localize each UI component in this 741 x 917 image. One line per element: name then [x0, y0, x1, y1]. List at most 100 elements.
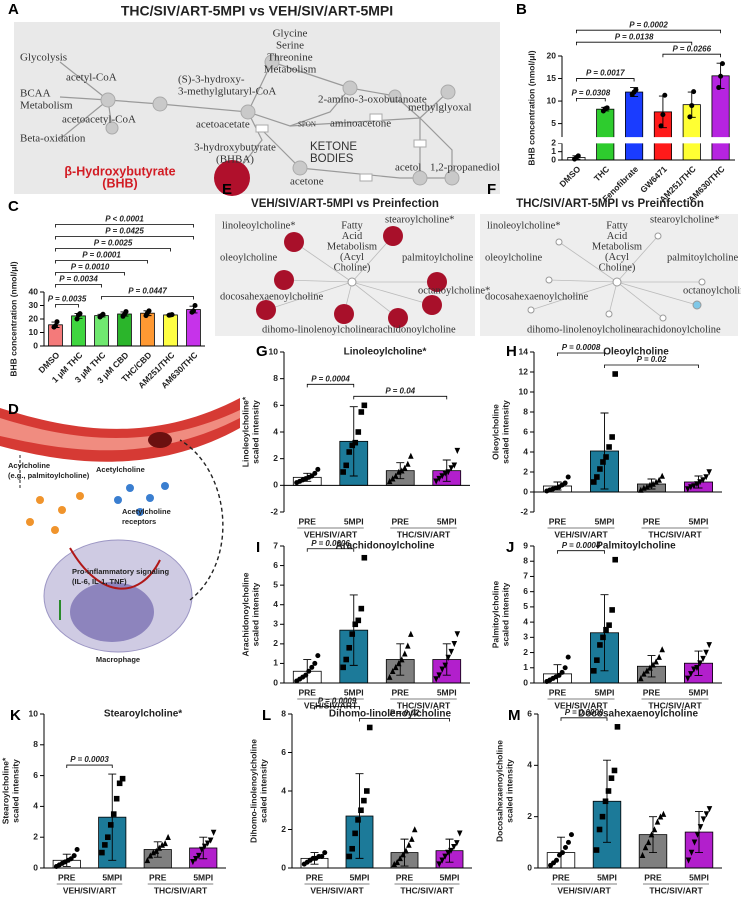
data-point: [361, 402, 368, 409]
data-point: [436, 475, 442, 482]
data-point: [650, 480, 656, 487]
chart-title: Oleoylcholine: [603, 347, 669, 358]
data-point: [687, 114, 693, 120]
node: [152, 96, 168, 112]
data-point: [448, 465, 455, 472]
edge: [351, 281, 433, 306]
data-point: [433, 676, 439, 683]
data-point: [196, 852, 202, 859]
x-tick-label: 5MPI: [350, 872, 370, 882]
edge: [265, 281, 353, 311]
data-point: [604, 105, 610, 111]
data-point: [436, 672, 442, 679]
significance-bracket: [576, 29, 721, 34]
data-point: [688, 484, 694, 491]
data-point: [346, 644, 353, 651]
y-tick-label: 10: [547, 95, 557, 105]
chart-title: Docosahexaenoylcholine: [578, 709, 698, 720]
data-point: [454, 447, 461, 454]
data-point: [718, 73, 724, 79]
x-tick-label: PRE: [299, 516, 317, 526]
dot: [161, 482, 169, 490]
y-axis-label: scaled intensity: [10, 759, 20, 823]
node: [388, 308, 408, 328]
group-label: VEH/SIV/ART: [304, 529, 358, 539]
node-label: Macrophage: [96, 655, 140, 664]
y-tick-label: 14: [519, 346, 529, 356]
p-value: P = 0.0002: [629, 20, 668, 29]
y-tick-label: 4: [273, 599, 278, 609]
chart-title: Arachidonoylcholine: [336, 541, 435, 552]
data-point: [593, 847, 600, 853]
data-point: [688, 849, 695, 856]
data-point: [609, 434, 615, 440]
p-value: P = 0.0138: [615, 32, 654, 41]
data-point: [445, 849, 451, 856]
node-label: octanoylcholine*: [683, 285, 741, 296]
bhb-node: [214, 160, 250, 196]
data-point: [596, 826, 603, 833]
node-label: Threonine: [267, 52, 312, 64]
data-point: [644, 483, 650, 490]
x-tick-label: PRE: [392, 687, 410, 697]
y-tick-label: 4: [523, 616, 528, 626]
node-label: docosahexaenoylcholine: [220, 291, 324, 302]
y-axis-label: scaled intensity: [504, 759, 514, 823]
data-point: [641, 670, 647, 677]
clot: [148, 432, 172, 448]
y-tick-label: 6: [527, 708, 532, 718]
data-point: [554, 857, 560, 863]
y-tick-label: 2: [273, 638, 278, 648]
x-tick-label: PRE: [299, 687, 317, 697]
y-tick-label: 20: [29, 313, 39, 323]
data-point: [198, 846, 205, 853]
edge: [530, 281, 618, 311]
data-point: [192, 303, 198, 308]
node: [383, 226, 403, 246]
data-point: [716, 85, 722, 91]
data-point: [703, 649, 709, 656]
y-tick-label: 0: [281, 862, 286, 872]
y-tick-label: 6: [273, 560, 278, 570]
x-tick-label: 5MPI: [193, 872, 213, 882]
p-value: P = 0.0001: [82, 251, 121, 260]
panel-letter: E: [222, 181, 232, 198]
node: [527, 306, 535, 314]
node-label: Pro-inflammatory signaling: [72, 567, 170, 576]
node-label: 3-methylglutaryl-CoA: [178, 86, 276, 98]
edge: [548, 279, 618, 283]
data-point: [639, 851, 646, 858]
y-tick-label: 5: [523, 601, 528, 611]
node-label: BCAA: [20, 88, 51, 100]
data-point: [562, 665, 568, 671]
chart-title: Dihomo-linolenoylcholine: [329, 709, 452, 720]
data-point: [389, 667, 396, 675]
data-point: [392, 472, 399, 479]
data-point: [309, 664, 315, 670]
y-tick-label: 2: [523, 647, 528, 657]
data-point: [594, 474, 600, 480]
y-tick-label: 8: [33, 739, 38, 749]
y-tick-label: 0: [273, 480, 278, 490]
y-tick-label: 12: [519, 366, 529, 376]
significance-bracket: [55, 236, 194, 240]
p-value: P = 0.0004: [311, 374, 350, 383]
node: [388, 89, 402, 103]
y-tick-label: 0: [527, 862, 532, 872]
panel-letter: F: [487, 181, 496, 198]
error-bar: [600, 412, 609, 490]
data-point: [608, 775, 615, 781]
node-label: stearoylcholine*: [385, 214, 454, 225]
significance-bracket: [560, 717, 608, 721]
data-point: [700, 816, 707, 823]
y-tick-label: 0: [551, 154, 556, 164]
x-tick-label: DMSO: [557, 164, 582, 189]
data-point: [54, 319, 60, 325]
data-point: [358, 409, 365, 415]
node-label: β-Hydroxybutyrate: [64, 164, 175, 178]
edge: [616, 235, 659, 283]
error-bar: [694, 650, 703, 676]
x-tick-label: 5MPI: [344, 687, 364, 697]
p-value: P = 0.0004: [562, 541, 601, 550]
data-point: [442, 853, 448, 860]
